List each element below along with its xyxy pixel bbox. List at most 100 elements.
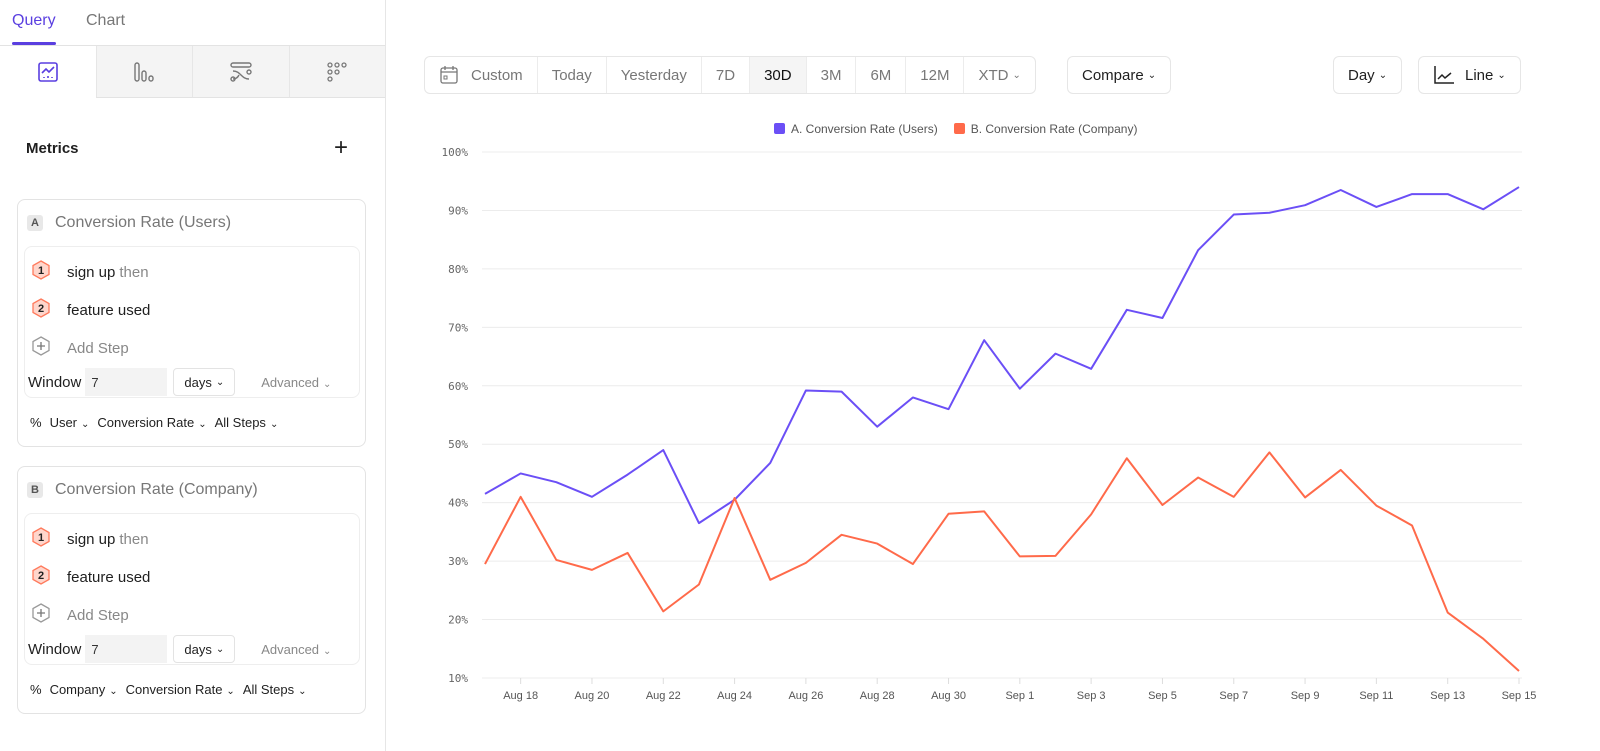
add-step-icon bbox=[31, 603, 67, 627]
chevron-down-icon: ⌄ bbox=[1147, 69, 1157, 81]
y-tick-label: 10% bbox=[448, 672, 468, 685]
funnel-step[interactable]: 2 feature used bbox=[25, 558, 359, 596]
range-6m[interactable]: 6M bbox=[855, 57, 905, 93]
retention-view-button[interactable] bbox=[288, 46, 385, 98]
range-xtd[interactable]: XTD ⌄ bbox=[963, 57, 1034, 93]
insights-view-button[interactable] bbox=[0, 46, 96, 98]
range-3m[interactable]: 3M bbox=[805, 57, 856, 93]
x-tick-label: Sep 11 bbox=[1359, 690, 1393, 702]
data-point bbox=[1267, 450, 1271, 454]
footer-option-label: Company bbox=[49, 681, 106, 697]
range-yesterday[interactable]: Yesterday bbox=[605, 57, 701, 93]
data-point bbox=[483, 492, 487, 496]
x-tick-label: Aug 18 bbox=[503, 690, 538, 702]
footer-option[interactable]: All Steps ⌄ bbox=[243, 682, 307, 697]
legend-swatch bbox=[774, 123, 785, 134]
footer-option[interactable]: % bbox=[30, 682, 42, 697]
range-12m[interactable]: 12M bbox=[905, 57, 963, 93]
step-number-icon: 1 bbox=[31, 260, 67, 284]
metric-card-b: B Conversion Rate (Company) 1 sign up then 2… bbox=[17, 466, 366, 714]
footer-option[interactable]: User ⌄ bbox=[50, 415, 90, 430]
footer-option[interactable]: Conversion Rate ⌄ bbox=[97, 415, 206, 430]
window-label: Window bbox=[28, 640, 82, 658]
x-tick-label: Sep 9 bbox=[1291, 690, 1320, 702]
footer-option[interactable]: Company ⌄ bbox=[50, 682, 118, 697]
data-point bbox=[768, 578, 772, 582]
metric-header[interactable]: A Conversion Rate (Users) bbox=[18, 200, 365, 246]
data-point bbox=[697, 521, 701, 525]
legend-swatch bbox=[953, 123, 965, 134]
legend-item-b[interactable]: B. Conversion Rate (Company) bbox=[953, 122, 1137, 136]
range-label: Today bbox=[551, 66, 592, 84]
x-tick-label: Sep 7 bbox=[1219, 690, 1248, 702]
data-point bbox=[1339, 188, 1343, 192]
add-step-label: Add Step bbox=[67, 339, 129, 357]
chart-type-label: Line bbox=[1465, 66, 1494, 84]
chart-legend: A. Conversion Rate (Users) B. Conversion… bbox=[774, 122, 1137, 136]
compare-button[interactable]: Compare ⌄ bbox=[1067, 56, 1172, 94]
range-today[interactable]: Today bbox=[536, 57, 606, 93]
sidebar-tabs: Query Chart bbox=[0, 0, 385, 46]
series-line-a bbox=[484, 186, 1520, 525]
window-input[interactable] bbox=[85, 368, 168, 396]
svg-text:1: 1 bbox=[38, 265, 44, 277]
add-metric-button[interactable]: + bbox=[334, 134, 349, 161]
add-step-button[interactable]: Add Step bbox=[25, 329, 359, 367]
metric-title[interactable]: Conversion Rate (Company) bbox=[55, 481, 258, 498]
metric-title[interactable]: Conversion Rate (Users) bbox=[55, 214, 232, 231]
advanced-toggle[interactable]: Advanced ⌄ bbox=[261, 375, 331, 390]
range-custom[interactable]: Custom bbox=[425, 57, 537, 93]
funnel-step[interactable]: 1 sign up then bbox=[25, 253, 359, 291]
data-point bbox=[733, 496, 737, 500]
data-point bbox=[875, 542, 879, 546]
chart-type-select[interactable]: Line ⌄ bbox=[1418, 56, 1521, 94]
data-point bbox=[1196, 476, 1200, 480]
data-point bbox=[590, 568, 594, 572]
chevron-down-icon: ⌄ bbox=[109, 685, 118, 697]
footer-option-label: All Steps bbox=[214, 414, 266, 430]
chevron-down-icon: ⌄ bbox=[226, 685, 235, 697]
footer-option[interactable]: Conversion Rate ⌄ bbox=[126, 682, 235, 697]
data-point bbox=[554, 558, 558, 562]
window-unit-select[interactable]: days ⌄ bbox=[173, 368, 236, 396]
window-input[interactable] bbox=[85, 635, 168, 663]
footer-option[interactable]: All Steps ⌄ bbox=[215, 415, 279, 430]
metric-letter-badge: B bbox=[27, 482, 43, 498]
funnel-step[interactable]: 2 feature used bbox=[25, 291, 359, 329]
footer-option-label: Conversion Rate bbox=[97, 414, 195, 430]
window-unit-select[interactable]: days ⌄ bbox=[173, 635, 236, 663]
tab-chart[interactable]: Chart bbox=[86, 12, 126, 29]
data-point bbox=[982, 338, 986, 342]
svg-text:2: 2 bbox=[38, 570, 44, 582]
data-point bbox=[1053, 554, 1057, 558]
data-point bbox=[911, 562, 915, 566]
advanced-toggle[interactable]: Advanced ⌄ bbox=[261, 642, 331, 657]
chevron-down-icon: ⌄ bbox=[215, 376, 225, 388]
data-point bbox=[875, 425, 879, 429]
data-point bbox=[1018, 387, 1022, 391]
chevron-down-icon: ⌄ bbox=[1378, 69, 1388, 81]
legend-item-a[interactable]: A. Conversion Rate (Users) bbox=[774, 122, 938, 136]
x-tick-label: Sep 3 bbox=[1077, 690, 1106, 702]
funnel-step[interactable]: 1 sign up then bbox=[25, 520, 359, 558]
funnels-view-button[interactable] bbox=[95, 46, 192, 98]
range-30d[interactable]: 30D bbox=[749, 57, 806, 93]
x-tick-label: Sep 15 bbox=[1502, 690, 1537, 702]
data-point bbox=[1339, 468, 1343, 472]
metric-header[interactable]: B Conversion Rate (Company) bbox=[18, 467, 365, 513]
chevron-down-icon: ⌄ bbox=[323, 645, 332, 657]
funnel-steps: 1 sign up then 2 feature used Add Step Windo… bbox=[24, 513, 360, 665]
footer-option[interactable]: % bbox=[30, 415, 42, 430]
data-point bbox=[1160, 316, 1164, 320]
data-point bbox=[1267, 211, 1271, 215]
tab-query[interactable]: Query bbox=[12, 12, 56, 45]
svg-text:1: 1 bbox=[38, 532, 44, 544]
data-point bbox=[519, 495, 523, 499]
data-point bbox=[1125, 308, 1129, 312]
interval-select[interactable]: Day ⌄ bbox=[1333, 56, 1403, 94]
data-point bbox=[590, 495, 594, 499]
add-step-button[interactable]: Add Step bbox=[25, 596, 359, 634]
range-7d[interactable]: 7D bbox=[700, 57, 749, 93]
flows-view-button[interactable] bbox=[192, 46, 289, 98]
series-line-b bbox=[484, 451, 1520, 672]
